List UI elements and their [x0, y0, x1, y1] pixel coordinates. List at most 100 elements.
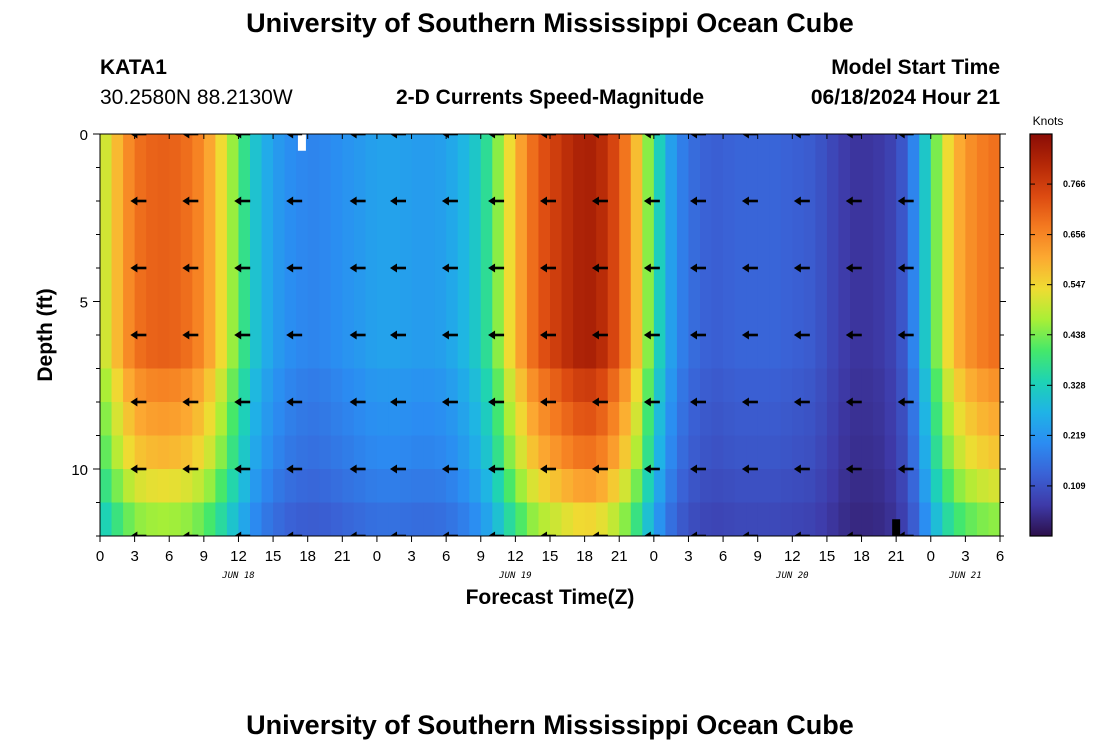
- heatmap-cell: [353, 167, 366, 202]
- heatmap-cell: [342, 502, 355, 536]
- heatmap-cell: [850, 268, 863, 303]
- current-vector-arrow: [390, 134, 406, 139]
- current-vector-arrow: [349, 464, 366, 474]
- heatmap-cell: [503, 502, 516, 536]
- heatmap-cell: [353, 201, 366, 236]
- heatmap-cell: [353, 469, 366, 504]
- heatmap-cell: [146, 301, 159, 336]
- x-axis-label: Forecast Time(Z): [466, 586, 635, 609]
- heatmap-cell: [261, 435, 274, 470]
- x-tick-label: 0: [373, 548, 381, 565]
- heatmap-cell: [873, 201, 886, 236]
- heatmap-cell: [100, 167, 113, 202]
- heatmap-cell: [123, 502, 136, 536]
- heatmap-cell: [261, 368, 274, 403]
- heatmap-cell: [526, 167, 540, 202]
- heatmap-cell: [757, 335, 770, 370]
- heatmap-cell: [976, 368, 990, 403]
- current-vector-arrow: [286, 397, 303, 407]
- colorbar-tick-label: 0.109: [1063, 481, 1086, 491]
- heatmap-cell: [261, 268, 274, 303]
- heatmap-cell: [550, 335, 563, 370]
- heatmap-cell: [711, 368, 724, 403]
- heatmap-cell: [215, 435, 228, 470]
- heatmap-cell: [365, 368, 378, 403]
- current-vector-arrow: [690, 531, 706, 536]
- heatmap-cell: [400, 368, 413, 403]
- heatmap-cell: [769, 335, 782, 370]
- heatmap-cell: [573, 268, 586, 303]
- heatmap-cell: [365, 402, 378, 437]
- current-vector-arrow: [845, 397, 862, 407]
- heatmap-cell: [665, 201, 678, 236]
- heatmap-cell: [134, 134, 147, 169]
- heatmap-cell: [930, 368, 943, 403]
- heatmap-cell: [215, 268, 228, 303]
- heatmap-cell: [757, 234, 770, 269]
- heatmap-cell: [734, 402, 747, 437]
- heatmap-cell: [792, 402, 805, 437]
- heatmap-cell: [815, 268, 828, 303]
- heatmap-cell: [157, 335, 170, 370]
- heatmap-cell: [965, 234, 978, 269]
- heatmap-cell: [146, 435, 159, 470]
- heatmap-cell: [273, 201, 286, 236]
- heatmap-cell: [746, 335, 759, 370]
- x-tick-label: 3: [961, 548, 969, 565]
- current-vector-arrow: [690, 330, 706, 340]
- heatmap-cell: [376, 368, 390, 403]
- current-vector-arrow: [441, 263, 458, 273]
- heatmap-cell: [976, 335, 990, 370]
- heatmap-cell: [400, 268, 413, 303]
- heatmap-cell: [884, 201, 897, 236]
- current-vector-arrow: [897, 464, 914, 474]
- heatmap-cell: [469, 502, 482, 536]
- current-vector-arrow: [441, 330, 458, 340]
- heatmap-cell: [123, 201, 136, 236]
- heatmap-cell: [896, 469, 909, 504]
- heatmap-cell: [930, 502, 943, 536]
- heatmap-cell: [734, 167, 747, 202]
- heatmap-cell: [526, 234, 540, 269]
- colorbar-units: Knots: [1033, 114, 1064, 128]
- heatmap-cell: [123, 469, 136, 504]
- heatmap-cell: [526, 502, 540, 536]
- current-vector-arrow: [182, 531, 199, 536]
- heatmap-cell: [538, 402, 551, 437]
- heatmap-cell: [203, 435, 216, 470]
- heatmap-cell: [492, 234, 505, 269]
- heatmap-cell: [676, 502, 690, 536]
- heatmap-cell: [469, 435, 482, 470]
- heatmap-cell: [642, 335, 655, 370]
- heatmap-cell: [526, 435, 540, 470]
- x-tick-label: 0: [96, 548, 104, 565]
- heatmap-cell: [100, 368, 113, 403]
- heatmap-cell: [550, 435, 563, 470]
- heatmap-cell: [273, 435, 286, 470]
- heatmap-cell: [400, 167, 413, 202]
- heatmap-cell: [711, 402, 724, 437]
- x-tick-label: 12: [507, 548, 524, 565]
- heatmap-cell: [238, 335, 251, 370]
- heatmap-cell: [873, 335, 886, 370]
- heatmap-cell: [619, 301, 632, 336]
- x-axis: 0 3 6 9 12 15 18 21 0 3 6 9 12 15 18 21 0 3 6 9 12 15 18 21 0 3 6 J…: [96, 134, 1004, 581]
- heatmap-cell: [284, 368, 297, 403]
- x-tick-label: 6: [996, 548, 1004, 565]
- heatmap-cell: [480, 502, 493, 536]
- heatmap-cell: [896, 301, 909, 336]
- heatmap-cell: [907, 469, 920, 504]
- heatmap-cell: [411, 301, 424, 336]
- heatmap-cell: [388, 502, 401, 536]
- heatmap-cell: [723, 502, 736, 536]
- current-vector-arrow: [130, 134, 147, 139]
- heatmap-cell: [123, 134, 136, 169]
- heatmap-cell: [146, 502, 159, 536]
- heatmap-cell: [550, 502, 563, 536]
- heatmap-cell: [550, 134, 563, 169]
- heatmap-cell: [226, 134, 240, 169]
- heatmap-cell: [630, 234, 643, 269]
- heatmap-cell: [665, 469, 678, 504]
- x-tick-label: 3: [407, 548, 415, 565]
- heatmap-cell: [273, 402, 286, 437]
